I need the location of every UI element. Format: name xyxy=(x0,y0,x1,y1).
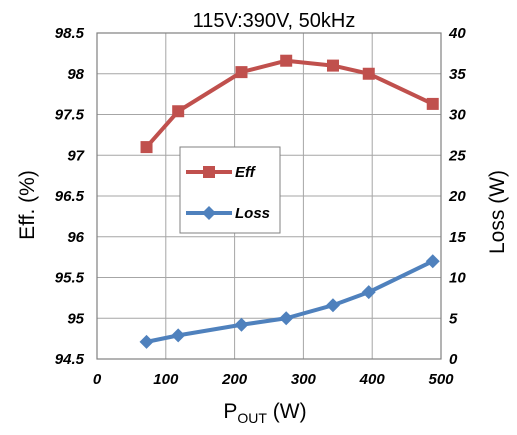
series-eff-point xyxy=(172,105,185,118)
y-left-tick-label: 96.5 xyxy=(55,188,85,205)
x-axis-label: POUT (W) xyxy=(223,400,306,426)
series-loss-point xyxy=(361,285,376,300)
y-left-tick-label: 94.5 xyxy=(55,351,85,368)
series-eff-point xyxy=(326,59,339,72)
series-loss-point xyxy=(171,328,186,343)
x-tick-label: 0 xyxy=(93,371,102,388)
series-loss xyxy=(139,254,440,349)
y-left-axis-label: Eff. (%) xyxy=(16,170,39,240)
series-loss-line xyxy=(146,259,434,344)
legend-box xyxy=(179,146,281,234)
series-loss-point xyxy=(234,317,249,332)
y-left-tick-label: 95 xyxy=(67,310,84,327)
y-left-tick-label: 98.5 xyxy=(55,25,85,42)
chart-title: 115V:390V, 50kHz xyxy=(193,10,356,32)
y-right-tick-label: 20 xyxy=(448,188,466,205)
y-right-tick-label: 35 xyxy=(449,66,466,83)
legend-item-eff: Eff xyxy=(186,164,257,181)
x-tick-label: 400 xyxy=(359,371,386,388)
y-right-tick-label: 0 xyxy=(449,351,458,368)
y-left-tick-label: 97 xyxy=(67,147,84,164)
legend-marker xyxy=(203,166,215,178)
plot-area xyxy=(96,32,442,360)
series-layer xyxy=(139,54,440,349)
y-left-tick-label: 97.5 xyxy=(55,107,85,124)
series-eff-point xyxy=(235,66,248,79)
legend-label: Loss xyxy=(235,205,270,222)
x-tick-label: 200 xyxy=(221,371,248,388)
x-tick-label: 500 xyxy=(428,371,454,388)
y-right-tick-label: 30 xyxy=(449,107,466,124)
series-loss-point xyxy=(325,298,340,313)
legend-label: Eff xyxy=(235,164,257,181)
series-eff xyxy=(140,54,439,154)
x-tick-label: 100 xyxy=(153,371,179,388)
series-loss-point xyxy=(139,334,154,349)
y-right-axis-label: Loss (W) xyxy=(486,170,509,254)
y-right-tick-label: 15 xyxy=(449,229,466,246)
y-left-tick-label: 95.5 xyxy=(55,270,85,287)
legend-marker xyxy=(202,206,216,220)
series-eff-point xyxy=(426,97,439,110)
x-tick-label: 300 xyxy=(291,371,317,388)
y-left-tick-label: 98 xyxy=(67,66,84,83)
series-loss-point xyxy=(279,311,294,326)
y-right-tick-label: 5 xyxy=(449,310,458,327)
y-right-tick-label: 40 xyxy=(448,25,466,42)
y-left-axis-ticks: 94.5 95 95.5 96 96.5 97 97.5 98 98.5 xyxy=(55,25,85,368)
legend: Eff Loss xyxy=(179,146,281,234)
series-eff-point xyxy=(280,54,293,67)
x-axis-ticks: 0 100 200 300 400 500 xyxy=(93,371,454,388)
series-loss-point xyxy=(425,254,440,269)
y-right-tick-label: 25 xyxy=(448,147,466,164)
y-right-tick-label: 10 xyxy=(449,270,466,287)
series-eff-point xyxy=(362,67,375,80)
y-left-tick-label: 96 xyxy=(67,229,84,246)
y-right-axis-ticks: 0 5 10 15 20 25 30 35 40 xyxy=(448,25,466,368)
series-eff-point xyxy=(140,141,153,154)
legend-item-loss: Loss xyxy=(186,205,270,222)
